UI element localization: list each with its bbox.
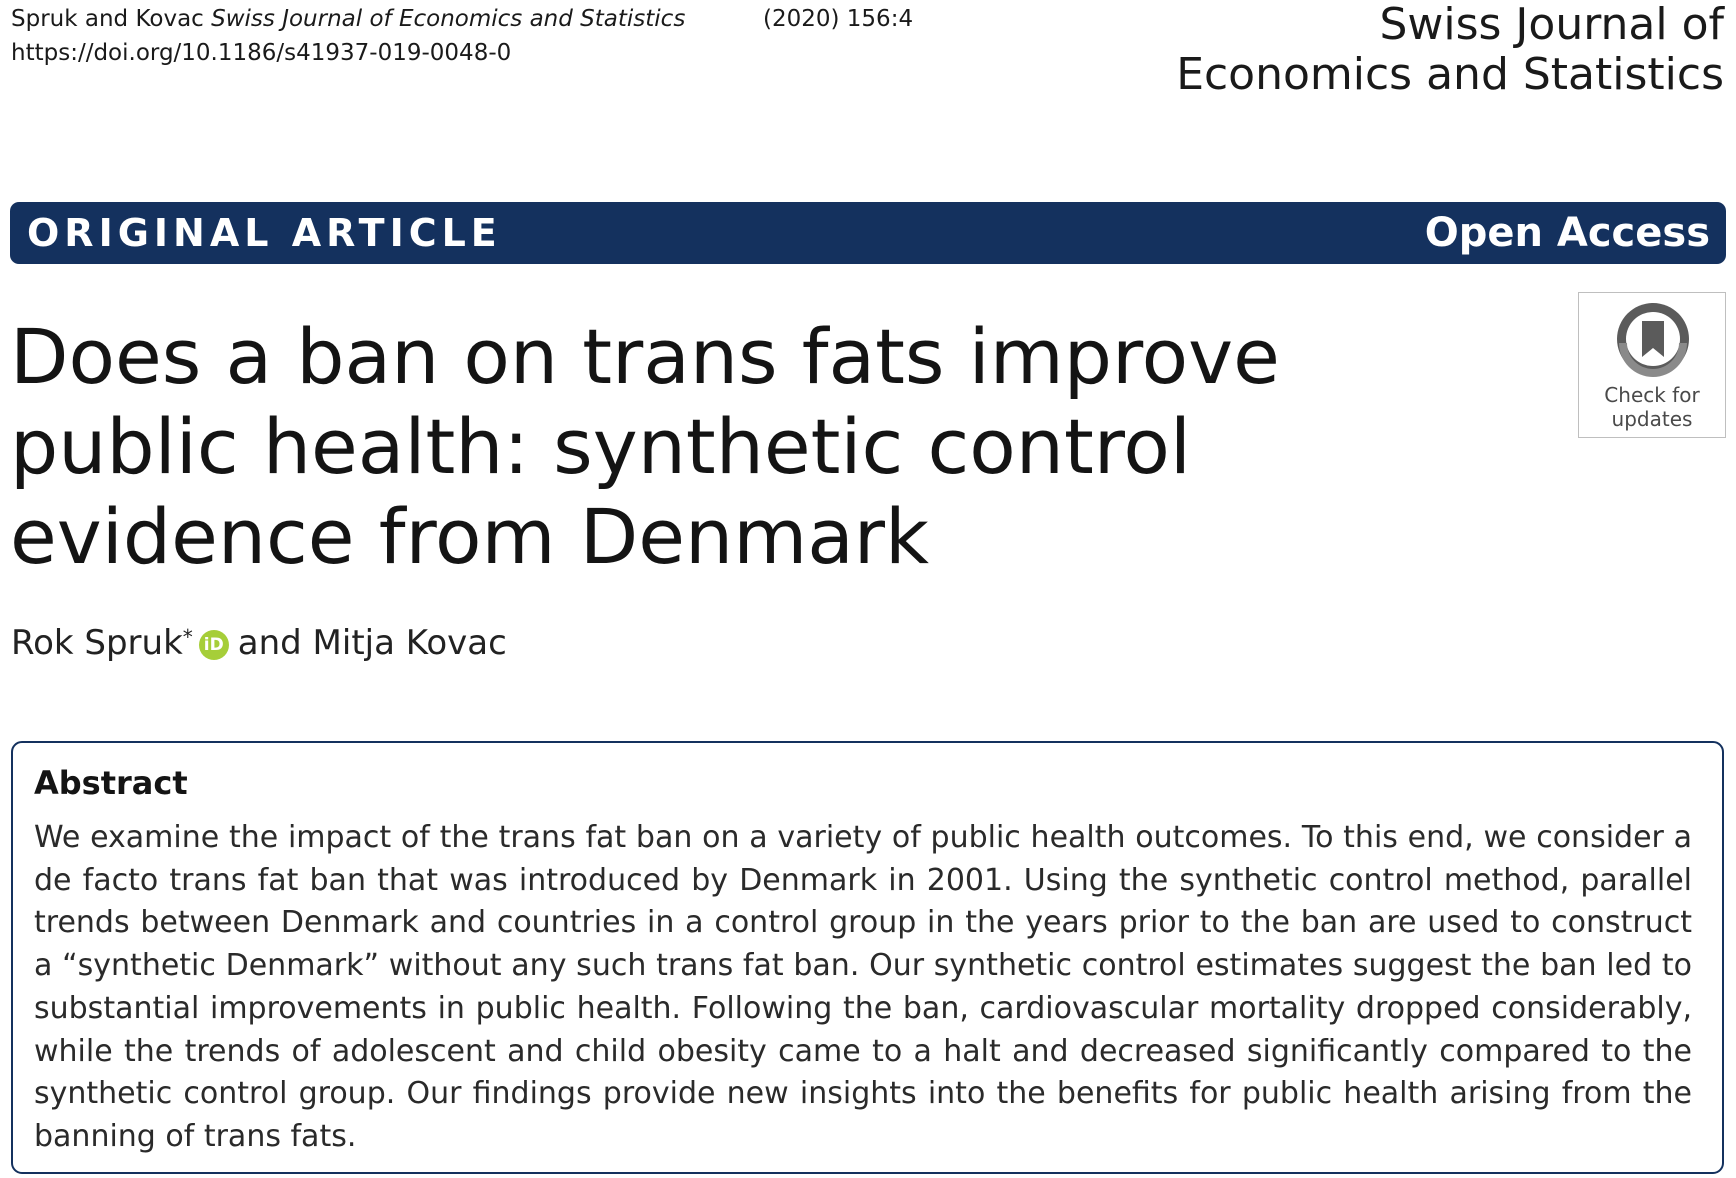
abstract-heading: Abstract <box>34 764 188 802</box>
journal-line-1: Swiss Journal of <box>1379 0 1724 50</box>
journal-line-2: Economics and Statistics <box>1176 49 1724 100</box>
citation-line: Spruk and Kovac Swiss Journal of Economi… <box>11 2 685 36</box>
check-updates-line-2: updates <box>1611 407 1693 431</box>
author-rok-spruk[interactable]: Rok Spruk <box>11 623 183 663</box>
article-type: ORIGINAL ARTICLE <box>27 211 502 255</box>
running-header: Spruk and Kovac Swiss Journal of Economi… <box>11 2 685 70</box>
check-updates-label: Check for updates <box>1579 383 1725 431</box>
doi-link[interactable]: https://doi.org/10.1186/s41937-019-0048-… <box>11 40 512 66</box>
abstract-text: We examine the impact of the trans fat b… <box>34 820 1692 1154</box>
check-updates-line-1: Check for <box>1604 383 1700 407</box>
article-title: Does a ban on trans fats improve public … <box>10 312 1280 581</box>
open-access-label: Open Access <box>1424 210 1710 256</box>
abstract-box: Abstract We examine the impact of the tr… <box>11 741 1724 1174</box>
bookmark-icon <box>1617 303 1689 377</box>
author-mitja-kovac[interactable]: and Mitja Kovac <box>237 623 507 663</box>
author-list: Rok Spruk* iD and Mitja Kovac <box>11 618 507 668</box>
corresponding-marker: * <box>182 625 193 649</box>
journal-name-italic: Swiss Journal of Economics and Statistic… <box>211 6 686 32</box>
citation-volume: (2020) 156:4 <box>763 6 914 32</box>
journal-logo-text: Swiss Journal of Economics and Statistic… <box>1176 0 1724 100</box>
authors-short: Spruk and Kovac <box>11 6 204 32</box>
article-banner: ORIGINAL ARTICLE Open Access <box>10 202 1726 264</box>
orcid-icon[interactable]: iD <box>198 629 229 660</box>
check-for-updates-button[interactable]: Check for updates <box>1578 292 1726 438</box>
